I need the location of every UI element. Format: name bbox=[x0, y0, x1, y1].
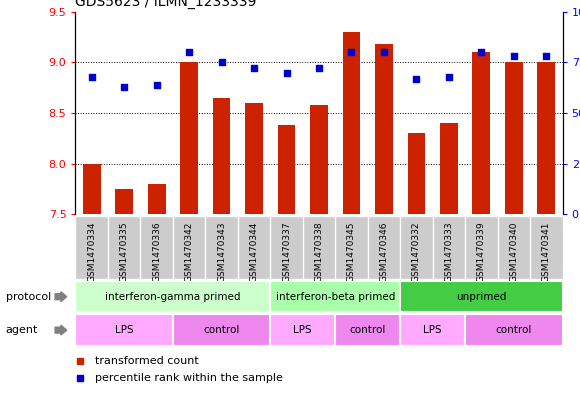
Bar bbox=[440, 123, 458, 214]
Bar bbox=[148, 184, 165, 214]
Point bbox=[119, 84, 129, 90]
Text: GDS5623 / ILMN_1233339: GDS5623 / ILMN_1233339 bbox=[75, 0, 257, 9]
Text: GSM1470344: GSM1470344 bbox=[249, 221, 259, 281]
Text: GSM1470334: GSM1470334 bbox=[87, 221, 96, 282]
Text: GSM1470346: GSM1470346 bbox=[379, 221, 389, 282]
Bar bbox=[115, 189, 133, 214]
Text: GSM1470339: GSM1470339 bbox=[477, 221, 486, 282]
Text: GSM1470337: GSM1470337 bbox=[282, 221, 291, 282]
Bar bbox=[538, 62, 555, 214]
Text: unprimed: unprimed bbox=[456, 292, 506, 302]
Text: GSM1470336: GSM1470336 bbox=[152, 221, 161, 282]
Bar bbox=[213, 98, 230, 214]
Text: LPS: LPS bbox=[115, 325, 133, 335]
Bar bbox=[310, 105, 328, 214]
Text: interferon-beta primed: interferon-beta primed bbox=[276, 292, 395, 302]
Bar bbox=[343, 32, 360, 214]
Bar bbox=[245, 103, 263, 214]
Text: GSM1470340: GSM1470340 bbox=[509, 221, 519, 282]
Bar bbox=[473, 52, 490, 214]
Point bbox=[509, 53, 519, 59]
Bar bbox=[278, 125, 295, 214]
Text: control: control bbox=[496, 325, 532, 335]
Point bbox=[444, 73, 454, 80]
Point bbox=[477, 49, 486, 55]
Point bbox=[217, 59, 226, 66]
Bar bbox=[408, 133, 425, 214]
Text: LPS: LPS bbox=[423, 325, 442, 335]
Point bbox=[314, 65, 324, 72]
Text: interferon-gamma primed: interferon-gamma primed bbox=[105, 292, 241, 302]
Text: GSM1470332: GSM1470332 bbox=[412, 221, 421, 282]
Bar bbox=[465, 314, 563, 346]
Bar bbox=[270, 314, 335, 346]
Point bbox=[87, 73, 96, 80]
Point bbox=[347, 49, 356, 55]
Point bbox=[542, 53, 551, 59]
Bar bbox=[335, 314, 400, 346]
Bar bbox=[75, 281, 270, 312]
Point bbox=[249, 65, 259, 72]
Text: GSM1470341: GSM1470341 bbox=[542, 221, 551, 282]
Text: GSM1470342: GSM1470342 bbox=[184, 221, 194, 281]
Text: GSM1470333: GSM1470333 bbox=[444, 221, 454, 282]
Bar bbox=[173, 314, 270, 346]
Point bbox=[152, 81, 161, 88]
Text: GSM1470345: GSM1470345 bbox=[347, 221, 356, 282]
Point bbox=[184, 49, 194, 55]
Point bbox=[282, 69, 291, 75]
Text: transformed count: transformed count bbox=[95, 356, 198, 366]
Text: GSM1470338: GSM1470338 bbox=[314, 221, 324, 282]
Bar bbox=[400, 314, 465, 346]
Text: percentile rank within the sample: percentile rank within the sample bbox=[95, 373, 283, 383]
Bar bbox=[505, 62, 523, 214]
Bar bbox=[400, 281, 563, 312]
Text: control: control bbox=[204, 325, 240, 335]
Bar bbox=[180, 62, 198, 214]
Text: control: control bbox=[350, 325, 386, 335]
Point bbox=[412, 75, 421, 82]
Bar bbox=[270, 281, 400, 312]
Bar bbox=[83, 163, 100, 214]
Point bbox=[379, 49, 389, 55]
Bar bbox=[75, 314, 173, 346]
Text: GSM1470335: GSM1470335 bbox=[119, 221, 129, 282]
Text: protocol: protocol bbox=[6, 292, 51, 302]
Bar bbox=[375, 44, 393, 214]
Text: agent: agent bbox=[6, 325, 38, 335]
Text: LPS: LPS bbox=[293, 325, 312, 335]
Text: GSM1470343: GSM1470343 bbox=[217, 221, 226, 282]
